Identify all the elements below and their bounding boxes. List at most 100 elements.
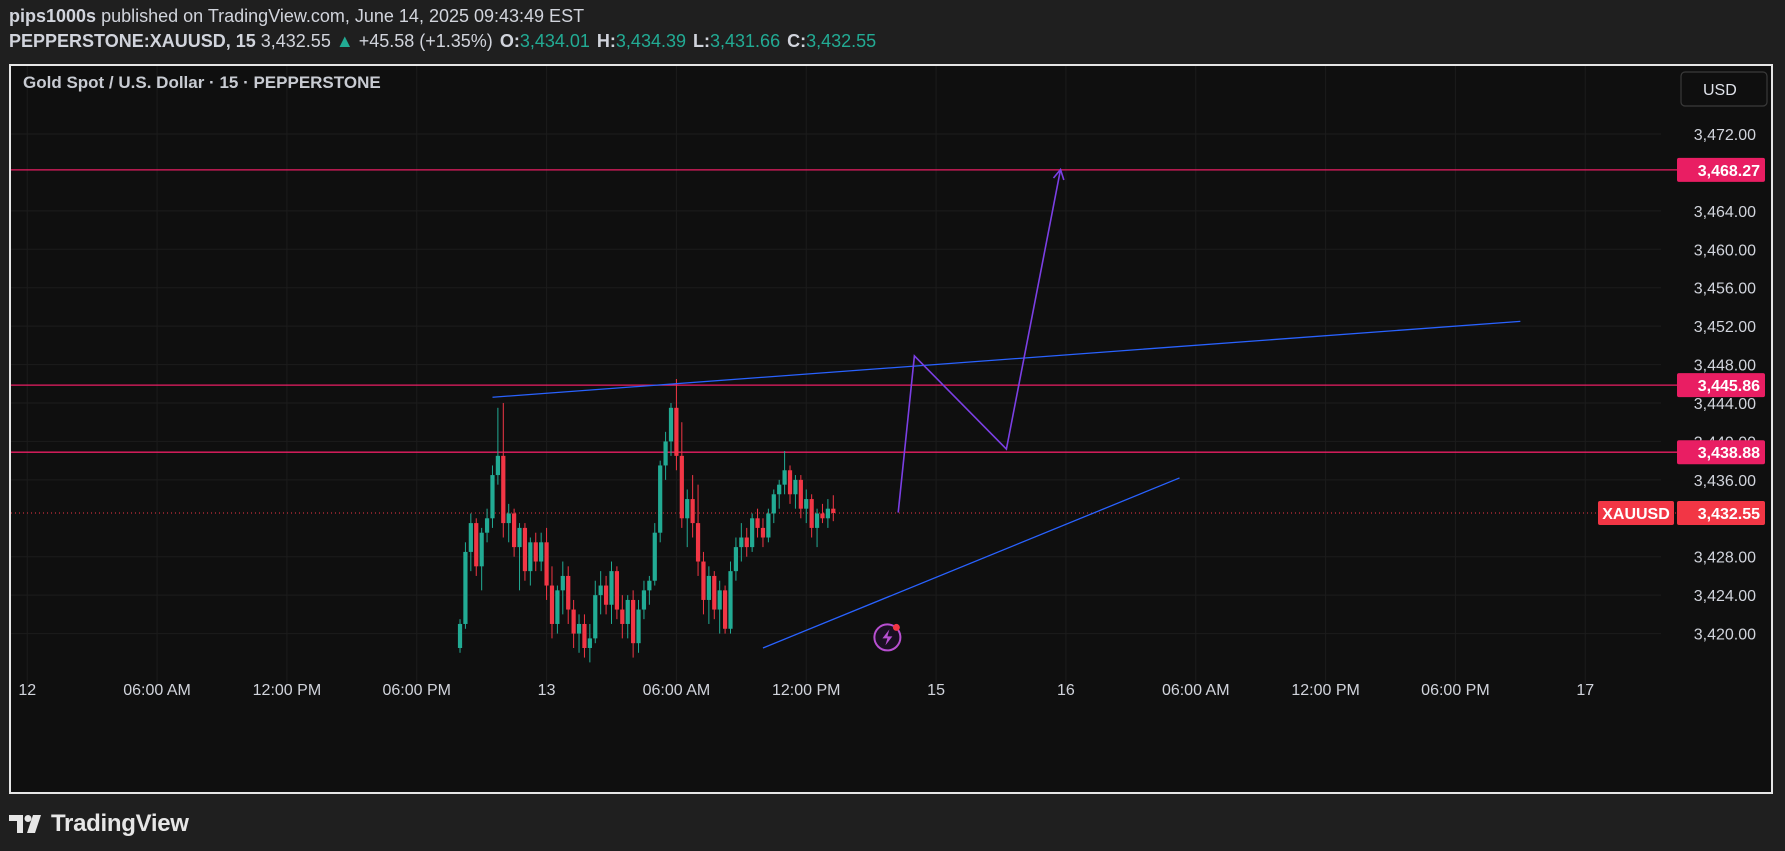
candle xyxy=(668,403,674,456)
tradingview-logo[interactable]: TradingView xyxy=(9,810,189,838)
candle-body xyxy=(603,585,609,605)
candle-body xyxy=(744,537,749,548)
currency-button[interactable]: USD xyxy=(1680,71,1768,107)
candle xyxy=(685,489,690,548)
last-price-label: 3,432.55 xyxy=(1698,506,1760,523)
candle-body xyxy=(728,571,733,629)
candle xyxy=(560,561,565,615)
candle xyxy=(728,561,733,634)
candle xyxy=(474,518,479,576)
lightning-event-icon[interactable] xyxy=(873,623,902,652)
candle-body xyxy=(490,475,495,519)
candle xyxy=(733,537,739,581)
symbol-price-tag xyxy=(1598,501,1674,526)
currency-button-bg[interactable] xyxy=(1680,71,1768,107)
candle-body xyxy=(566,575,571,610)
candle xyxy=(603,575,609,615)
candle-body xyxy=(636,609,641,644)
high-label: H: xyxy=(596,31,616,51)
candle xyxy=(679,422,684,528)
candle xyxy=(484,508,490,543)
candle xyxy=(712,571,717,620)
candle xyxy=(566,566,571,624)
candle xyxy=(555,585,560,634)
candle xyxy=(539,532,544,572)
candle xyxy=(501,403,506,538)
lightning-icon xyxy=(882,629,893,646)
level-price-label: 3,438.88 xyxy=(1698,445,1760,462)
candles xyxy=(457,378,836,663)
y-tick-label: 3,428.00 xyxy=(1694,550,1756,567)
candle-body xyxy=(533,542,538,562)
y-tick-label: 3,448.00 xyxy=(1694,358,1756,375)
candle xyxy=(463,542,468,629)
candle xyxy=(528,537,533,586)
low-value: 3,431.66 xyxy=(710,31,781,51)
candle xyxy=(636,599,641,653)
candle xyxy=(576,614,582,653)
y-tick-label: 3,464.00 xyxy=(1694,204,1756,221)
x-tick-label: 12:00 PM xyxy=(253,682,321,699)
candle-body xyxy=(506,513,511,524)
candle-body xyxy=(777,484,782,495)
candle-body xyxy=(739,537,744,548)
x-tick-label: 12 xyxy=(18,682,36,699)
candle xyxy=(614,566,620,620)
horizontal-levels xyxy=(11,169,1677,514)
price-axis: 3,472.00 3,464.00 3,460.00 3,456.00 3,452.00… xyxy=(1598,127,1765,644)
candle xyxy=(468,513,473,572)
candle xyxy=(587,623,592,663)
last-price: 3,432.55 xyxy=(260,31,331,51)
candle-body xyxy=(582,623,587,648)
candle-body xyxy=(549,585,555,624)
level-price-tag xyxy=(1677,157,1765,182)
level-price-label: 3,468.27 xyxy=(1698,163,1760,180)
price-chart[interactable]: 3,472.00 3,464.00 3,460.00 3,456.00 3,452.00… xyxy=(11,66,1771,792)
tradingview-logo-icon xyxy=(9,815,41,833)
candle xyxy=(722,585,728,634)
candle xyxy=(652,523,657,586)
candle-body xyxy=(814,513,820,528)
y-tick-label: 3,452.00 xyxy=(1694,319,1756,336)
candle-body xyxy=(560,575,565,591)
candle-body xyxy=(825,508,830,519)
chart-title: Gold Spot / U.S. Dollar · 15 · PEPPERSTO… xyxy=(23,73,381,92)
price-change: +45.58 (+1.35%) xyxy=(358,31,493,51)
candle-body xyxy=(820,513,825,519)
candle xyxy=(750,513,755,552)
y-tick-label: 3,460.00 xyxy=(1694,242,1756,259)
candle-body xyxy=(722,590,728,629)
high-value: 3,434.39 xyxy=(615,31,686,51)
x-tick-label: 06:00 PM xyxy=(382,682,450,699)
candle xyxy=(766,508,771,543)
candle xyxy=(809,494,814,538)
candle-body xyxy=(641,590,647,610)
candle xyxy=(517,523,522,591)
y-tick-label: 3,424.00 xyxy=(1694,588,1756,605)
x-tick-label: 13 xyxy=(538,682,556,699)
x-tick-label: 12:00 PM xyxy=(1291,682,1359,699)
x-tick-label: 06:00 AM xyxy=(1162,682,1230,699)
candle xyxy=(793,475,798,509)
candle-body xyxy=(679,455,684,519)
x-tick-label: 16 xyxy=(1057,682,1075,699)
candle xyxy=(506,503,511,543)
publish-info: pips1000s published on TradingView.com, … xyxy=(9,6,584,27)
candle xyxy=(658,460,663,543)
currency-button-label[interactable]: USD xyxy=(1703,82,1737,99)
candle-body xyxy=(495,455,500,476)
candle xyxy=(744,527,749,557)
level-price-tag xyxy=(1677,373,1765,398)
publisher-name[interactable]: pips1000s xyxy=(9,6,97,26)
candle xyxy=(674,378,679,471)
candle xyxy=(620,595,625,639)
candle-body xyxy=(793,479,798,495)
x-tick-label: 06:00 AM xyxy=(123,682,191,699)
candle-body xyxy=(609,571,614,605)
candle-body xyxy=(717,590,722,610)
chart-frame[interactable]: 3,472.00 3,464.00 3,460.00 3,456.00 3,452.00… xyxy=(9,64,1773,794)
candle-body xyxy=(706,575,711,600)
candle-body xyxy=(831,508,836,514)
candle-body xyxy=(690,499,695,524)
candle-body xyxy=(457,623,463,648)
